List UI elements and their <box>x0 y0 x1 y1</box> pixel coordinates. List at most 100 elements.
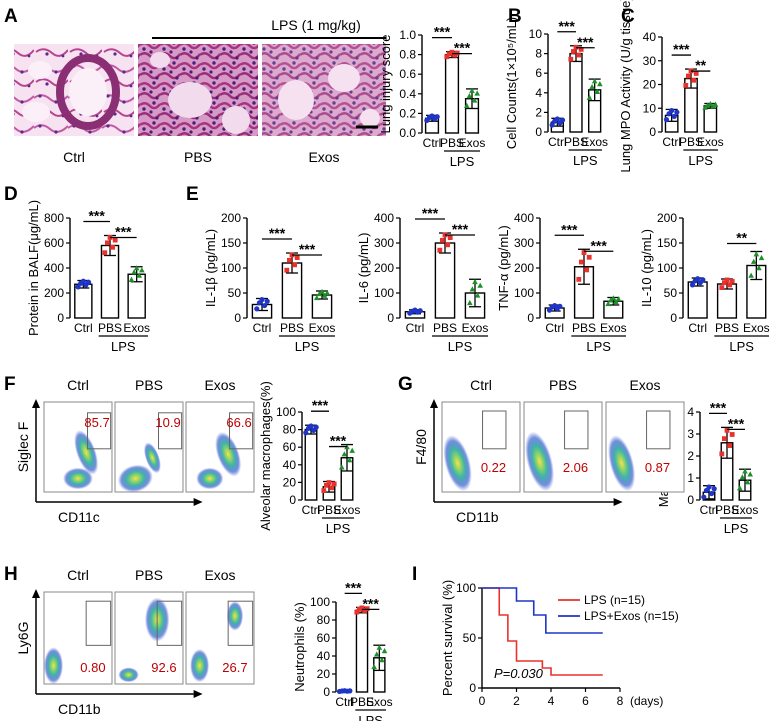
panel-letter-e: E <box>186 184 199 205</box>
significance-stars: *** <box>558 18 575 34</box>
significance-stars: *** <box>299 241 316 257</box>
y-tick-label: 80 <box>317 613 331 627</box>
y-tick-label: 100 <box>276 405 296 419</box>
data-point <box>303 430 309 436</box>
x-category-label: Ctrl <box>253 321 272 335</box>
data-point <box>691 77 696 83</box>
panel-letter-d: D <box>4 184 18 205</box>
significance-stars: ** <box>695 57 706 73</box>
data-point <box>362 608 367 613</box>
facs-gate-value: 66.6 <box>226 415 251 430</box>
x-category-label: Ctrl <box>548 135 567 149</box>
data-point <box>663 117 670 123</box>
data-point <box>292 262 297 268</box>
data-point <box>683 83 689 88</box>
data-point <box>724 277 730 283</box>
data-point <box>464 102 470 108</box>
data-point <box>447 235 453 240</box>
data-point <box>571 49 576 54</box>
x-axis-label: (days) <box>630 694 663 708</box>
data-point <box>613 298 619 305</box>
data-point <box>576 52 581 58</box>
facs-gate <box>227 600 254 646</box>
x-category-label: Ctrl <box>302 503 321 517</box>
data-point <box>112 237 118 243</box>
x-category-label: PBS <box>350 695 374 709</box>
facs-x-label: CD11b <box>456 509 499 525</box>
data-point <box>671 113 677 120</box>
facs-title: Ctrl <box>67 567 89 583</box>
data-point <box>346 457 353 463</box>
y-axis-label: IL-10 (pg/mL) <box>639 229 654 307</box>
facs-gate <box>87 412 112 450</box>
facs-x-arrowhead <box>193 690 203 698</box>
chart-lung-injury-score: 0.0 0.2 0.4 0.6 0.8 1.0 Lung injury score CtrlP… <box>378 24 485 169</box>
y-tick-label: 200 <box>44 286 64 300</box>
x-category-label: Ctrl <box>406 321 425 335</box>
facs-population <box>117 464 153 493</box>
y-tick-label: 6 <box>535 66 542 80</box>
significance-stars: *** <box>561 221 578 237</box>
facs-population <box>215 431 242 477</box>
data-point <box>347 688 353 694</box>
facs-population <box>63 467 93 490</box>
survival-line-lps-exos <box>482 587 603 634</box>
facs-gate-value: 2.06 <box>563 460 588 475</box>
facs-gate <box>564 410 589 450</box>
x-category-label: Ctrl <box>700 503 719 517</box>
facs-title: PBS <box>135 567 163 583</box>
data-point <box>376 644 383 650</box>
y-tick-label: 800 <box>44 211 64 225</box>
bar-ctrl <box>304 428 318 501</box>
x-category-label: PBS <box>715 321 739 335</box>
y-tick-label: 40 <box>643 30 657 44</box>
y-tick-label: 100 <box>456 581 476 595</box>
y-tick-label: 300 <box>514 236 534 250</box>
x-category-label: PBS <box>98 321 122 335</box>
facs-gate <box>646 410 671 450</box>
y-tick-label: 200 <box>374 261 394 275</box>
facs-x-label: CD11b <box>58 701 101 717</box>
y-tick-label: 50 <box>463 631 477 645</box>
y-tick-label: 0 <box>535 125 542 139</box>
facs-y-arrowhead <box>32 589 40 598</box>
y-tick-label: 100 <box>657 261 677 275</box>
facs-gate-value: 10.9 <box>155 415 180 430</box>
y-tick-label: 40 <box>283 458 297 472</box>
lps-dose-label: LPS (1 mg/kg) <box>271 17 360 33</box>
x-category-label: Exos <box>123 321 150 335</box>
lps-label: LPS <box>586 339 611 354</box>
data-point <box>703 487 710 494</box>
x-category-label: Exos <box>309 321 336 335</box>
facs-population <box>608 435 636 492</box>
facs-gate-value: 0.87 <box>645 460 670 475</box>
data-point <box>689 282 696 288</box>
histology-label-pbs: PBS <box>184 149 212 165</box>
data-point <box>472 278 478 285</box>
panel-letter-b: B <box>508 6 522 27</box>
data-point <box>466 93 473 99</box>
y-axis-label: Lung injury score <box>378 35 393 134</box>
bar-pbs <box>569 52 583 133</box>
data-point <box>750 258 757 264</box>
histology-label-exos: Exos <box>308 149 339 165</box>
x-category-label: PBS <box>715 503 739 517</box>
survival-line-lps <box>482 587 603 676</box>
significance-stars: *** <box>728 415 745 431</box>
data-point <box>341 451 348 457</box>
significance-stars: *** <box>362 595 379 611</box>
x-category-label: PBS <box>564 135 588 149</box>
x-category-label: Exos <box>462 321 489 335</box>
data-point <box>321 488 327 494</box>
data-point <box>262 302 268 309</box>
data-point <box>589 83 595 90</box>
facs-y-label: Siglec F <box>15 422 31 473</box>
facs-population <box>190 649 210 683</box>
bar-pbs <box>355 609 369 693</box>
data-point <box>354 609 360 615</box>
chart-survival-curve: 0 50 100 0 2 4 6 8 (days) Percent survival (%) LPS… <box>440 580 679 708</box>
significance-stars: *** <box>330 433 347 449</box>
facs-population <box>74 430 99 475</box>
